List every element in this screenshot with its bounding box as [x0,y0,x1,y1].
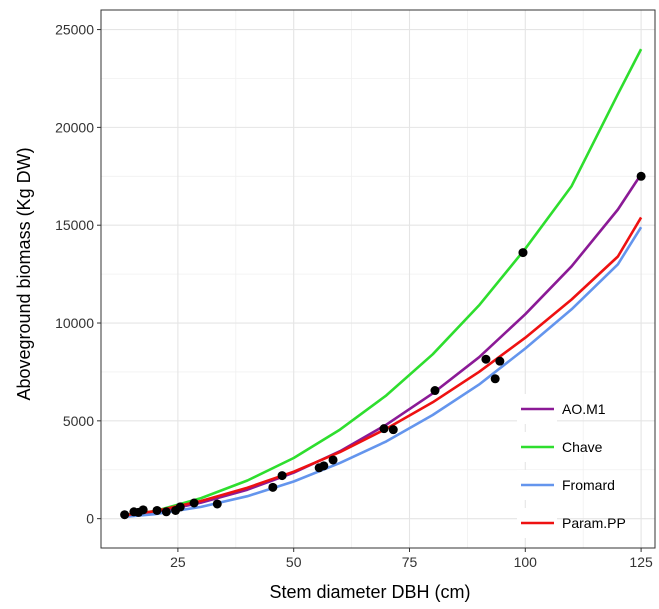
axis-ticks: 25 50 75 100 125 0 5000 10000 15000 20000 25000 [55,22,653,570]
series-line-ao-m1 [122,173,643,517]
data-point [319,461,329,471]
y-tick-label: 5000 [63,413,94,429]
x-axis-title: Stem diameter DBH (cm) [269,582,470,602]
y-tick-label: 10000 [55,315,94,331]
x-tick-label: 100 [514,554,538,570]
data-point [636,171,646,181]
series-line-chave [122,48,643,517]
y-tick-label: 20000 [55,119,94,135]
legend: AO.M1 Chave Fromard Param.PP [517,394,626,538]
legend-label-fromard: Fromard [562,477,615,493]
data-point [212,499,222,509]
y-axis-title: Aboveground biomass (Kg DW) [14,147,34,400]
data-point [277,471,287,481]
panel-border [100,9,656,549]
data-point [388,425,398,435]
data-points [120,171,646,520]
x-tick-label: 75 [402,554,418,570]
data-point [495,356,505,366]
y-tick-label: 15000 [55,217,94,233]
legend-label-ao-m1: AO.M1 [562,401,606,417]
y-tick-label: 0 [86,511,94,527]
plot-border [100,9,656,549]
data-point [379,424,389,434]
x-tick-label: 50 [286,554,302,570]
plot-background [101,10,655,548]
data-point [189,498,199,508]
data-point [175,502,185,512]
data-point [430,386,440,396]
data-point [268,482,278,492]
legend-label-chave: Chave [562,439,603,455]
data-point [518,248,528,258]
data-point [328,455,338,465]
data-point [120,510,130,520]
data-point [152,505,162,515]
data-point [161,507,171,517]
x-tick-label: 125 [629,554,653,570]
series-line-fromard [122,226,643,519]
x-tick-label: 25 [170,554,186,570]
data-point [138,505,148,515]
plot-panel [101,10,655,548]
y-tick-label: 25000 [55,22,94,38]
legend-label-param-pp: Param.PP [562,515,626,531]
data-point [490,374,500,384]
data-point [481,354,491,364]
